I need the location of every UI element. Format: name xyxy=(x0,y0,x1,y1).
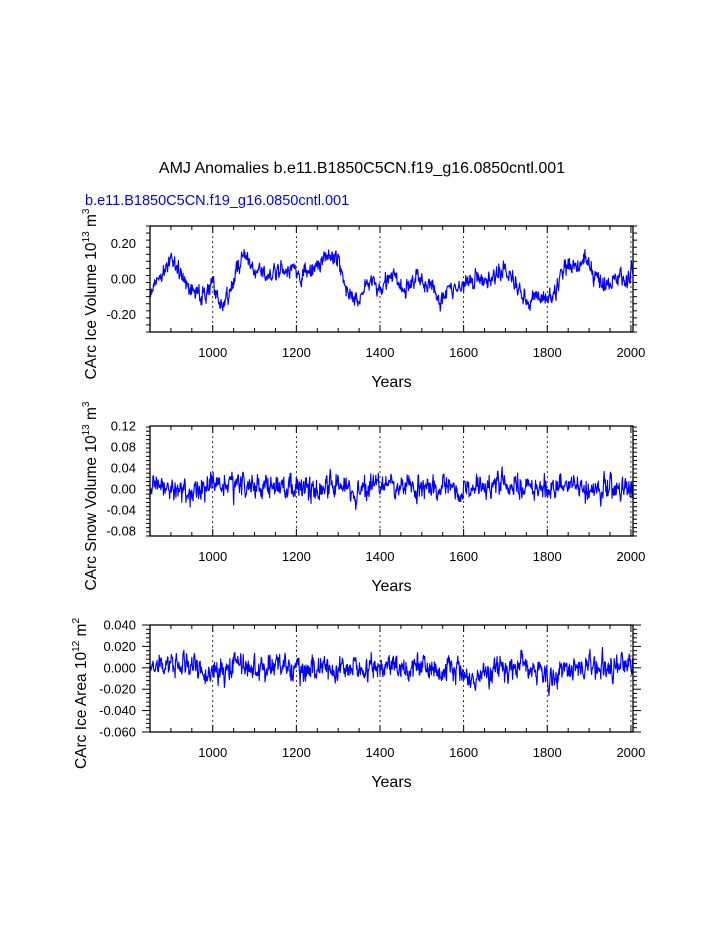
series-line xyxy=(149,646,634,697)
y-tick-label: 0.040 xyxy=(103,618,136,633)
x-tick-label: 1600 xyxy=(449,745,478,760)
y-tick-label: 0.000 xyxy=(103,660,136,675)
x-tick-label: 1400 xyxy=(366,345,395,360)
figure-title: AMJ Anomalies b.e11.B1850C5CN.f19_g16.08… xyxy=(159,160,565,177)
x-tick-label: 2000 xyxy=(616,549,645,564)
y-tick-label: 0.020 xyxy=(103,639,136,654)
chart-panel-ice-volume: 1000 1200 1400 1600 1800 2000 -0.20 0.00 0.20 Yea… xyxy=(81,208,645,391)
y-axis-label-text: CArc Ice Area 10 xyxy=(73,651,90,769)
y-axis-label-text: CArc Snow Volume 10 xyxy=(83,435,100,590)
y-tick-label: 0.12 xyxy=(111,419,136,434)
x-tick-label: 1800 xyxy=(533,745,562,760)
y-axis-label-unit: m xyxy=(83,214,100,231)
y-tick-label: 0.20 xyxy=(111,236,136,251)
x-tick-label: 2000 xyxy=(616,345,645,360)
y-axis-label: CArc Snow Volume 1013 m3 xyxy=(81,401,100,590)
x-axis-label: Years xyxy=(371,374,411,391)
y-axis-label-exponent: 12 xyxy=(71,640,82,652)
x-tick-label: 1200 xyxy=(282,745,311,760)
x-tick-label: 1000 xyxy=(198,345,227,360)
chart-panel-snow-volume: 1000 1200 1400 1600 1800 2000 -0.08 -0.04 0.00 0.… xyxy=(81,401,645,595)
x-tick-label: 1400 xyxy=(366,549,395,564)
plot-frame xyxy=(149,225,634,333)
x-axis-label: Years xyxy=(371,774,411,791)
y-tick-label: -0.060 xyxy=(99,725,136,740)
case-label: b.e11.B1850C5CN.f19_g16.0850cntl.001 xyxy=(85,193,349,209)
y-axis-label-exponent: 13 xyxy=(81,231,92,243)
y-tick-label: 0.00 xyxy=(111,272,136,287)
y-axis-label-unit-exponent: 2 xyxy=(71,618,82,624)
panels: 1000 1200 1400 1600 1800 2000 -0.20 0.00 0.20 Yea… xyxy=(71,208,645,791)
series-line xyxy=(149,248,634,312)
y-axis-label-unit: m xyxy=(83,407,100,424)
y-tick-label: 0.08 xyxy=(111,439,136,454)
y-tick-label: -0.04 xyxy=(106,502,136,517)
y-tick-label: 0.04 xyxy=(111,460,136,475)
x-tick-label: 1600 xyxy=(449,549,478,564)
y-axis-label: CArc Ice Volume 1013 m3 xyxy=(81,208,100,379)
y-axis-label: CArc Ice Area 1012 m2 xyxy=(71,618,90,770)
x-tick-label: 1000 xyxy=(198,745,227,760)
x-tick-label: 1400 xyxy=(366,745,395,760)
y-tick-label: -0.20 xyxy=(106,307,136,322)
y-tick-label: -0.08 xyxy=(106,523,136,538)
x-axis-label: Years xyxy=(371,578,411,595)
plot-frame xyxy=(149,425,634,537)
y-tick-label: -0.040 xyxy=(99,703,136,718)
x-tick-label: 1200 xyxy=(282,345,311,360)
y-axis-label-unit-exponent: 3 xyxy=(81,208,92,214)
x-tick-label: 1200 xyxy=(282,549,311,564)
y-axis-label-text: CArc Ice Volume 10 xyxy=(83,242,100,379)
y-tick-label: -0.020 xyxy=(99,682,136,697)
x-tick-label: 1600 xyxy=(449,345,478,360)
x-tick-label: 1800 xyxy=(533,549,562,564)
x-tick-label: 2000 xyxy=(616,745,645,760)
chart-panel-ice-area: 1000 1200 1400 1600 1800 2000 -0.060 -0.040 -0.0… xyxy=(71,618,645,792)
y-axis-label-exponent: 13 xyxy=(81,424,92,436)
y-axis-label-unit: m xyxy=(73,624,90,641)
x-tick-label: 1000 xyxy=(198,549,227,564)
y-tick-label: 0.00 xyxy=(111,481,136,496)
y-axis-label-unit-exponent: 3 xyxy=(81,401,92,407)
x-tick-label: 1800 xyxy=(533,345,562,360)
plot-frame xyxy=(149,624,634,733)
series-line xyxy=(149,466,634,511)
